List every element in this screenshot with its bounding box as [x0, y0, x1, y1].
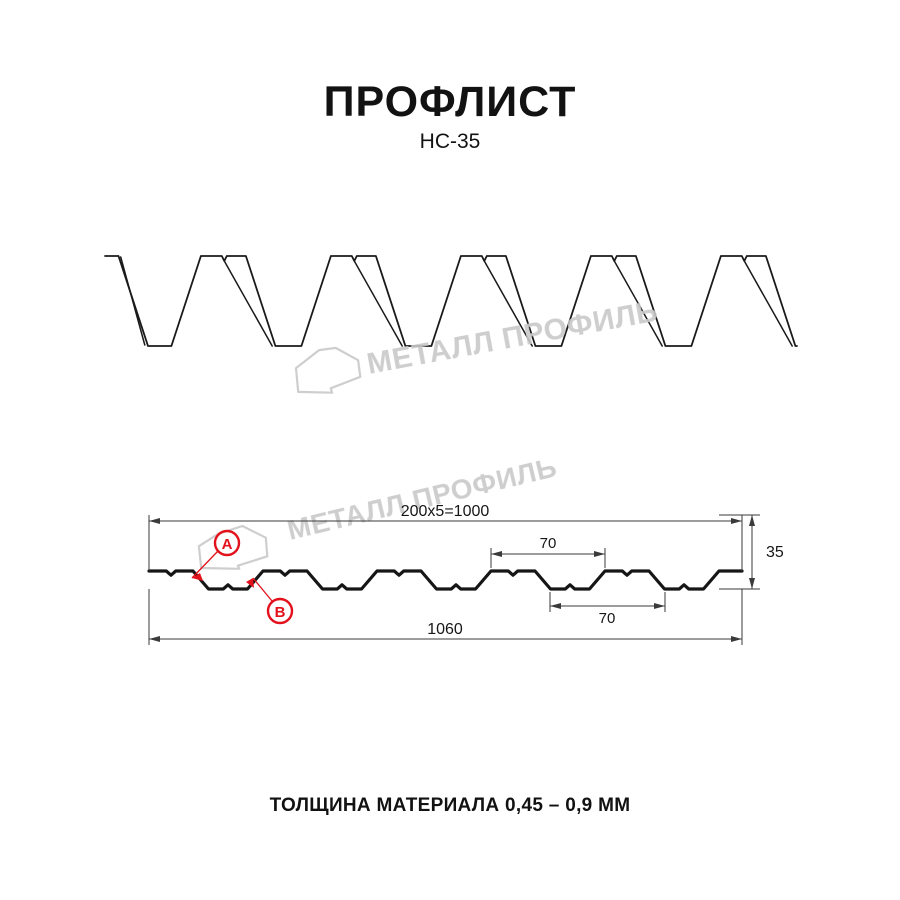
svg-text:1060: 1060: [427, 621, 463, 638]
svg-text:A: A: [222, 536, 233, 553]
svg-text:70: 70: [599, 610, 616, 627]
svg-text:200x5=1000: 200x5=1000: [401, 503, 490, 520]
svg-text:35: 35: [766, 544, 784, 561]
svg-text:B: B: [275, 604, 286, 621]
svg-text:70: 70: [540, 535, 557, 552]
